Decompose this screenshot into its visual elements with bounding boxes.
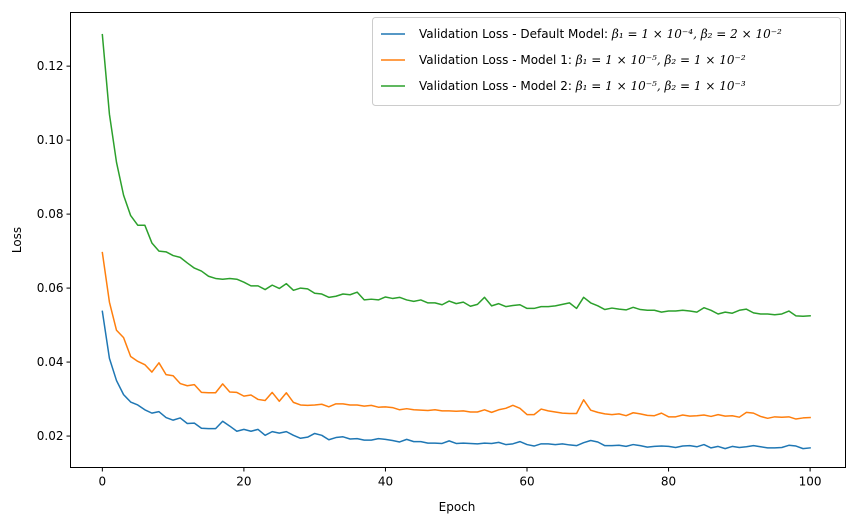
y-tick-label: 0.02 xyxy=(37,429,64,443)
legend-entry-label: Validation Loss - Model 1: xyxy=(419,53,576,67)
series-line-3 xyxy=(101,33,811,317)
x-axis-ticks: 0 20 40 60 80 100 xyxy=(99,467,822,489)
legend: Validation Loss - Default Model: β₁ = 1 … xyxy=(372,17,841,106)
x-tick-label: 40 xyxy=(378,475,393,489)
legend-box xyxy=(372,17,841,106)
legend-entry-params: β₁ = 1 × 10⁻⁵, β₂ = 1 × 10⁻³ xyxy=(575,79,746,93)
y-axis-ticks: 0.02 0.04 0.06 0.08 0.10 0.12 xyxy=(37,59,71,443)
legend-entry-label: Validation Loss - Model 2: xyxy=(419,79,576,93)
legend-entry-2: Validation Loss - Model 1: β₁ = 1 × 10⁻⁵… xyxy=(419,53,746,67)
y-tick-label: 0.12 xyxy=(37,59,64,73)
x-tick-label: 80 xyxy=(661,475,676,489)
y-axis-label: Loss xyxy=(10,227,24,253)
y-tick-label: 0.08 xyxy=(37,207,64,221)
y-tick-label: 0.10 xyxy=(37,133,64,147)
legend-entry-params: β₁ = 1 × 10⁻⁵, β₂ = 1 × 10⁻² xyxy=(575,53,746,67)
series-line-2 xyxy=(101,251,811,420)
y-tick-label: 0.04 xyxy=(37,355,64,369)
x-tick-label: 60 xyxy=(519,475,534,489)
plot-frame xyxy=(70,12,846,468)
legend-entry-label: Validation Loss - Default Model: xyxy=(419,27,612,41)
series-line-1 xyxy=(101,310,811,450)
legend-entry-3: Validation Loss - Model 2: β₁ = 1 × 10⁻⁵… xyxy=(419,79,746,93)
x-tick-label: 0 xyxy=(99,475,107,489)
x-axis-label: Epoch xyxy=(439,500,476,514)
x-tick-label: 20 xyxy=(236,475,251,489)
series-layer xyxy=(101,33,811,450)
x-tick-label: 100 xyxy=(799,475,822,489)
legend-entry-1: Validation Loss - Default Model: β₁ = 1 … xyxy=(419,27,782,41)
y-tick-label: 0.06 xyxy=(37,281,64,295)
legend-entry-params: β₁ = 1 × 10⁻⁴, β₂ = 2 × 10⁻² xyxy=(611,27,782,41)
